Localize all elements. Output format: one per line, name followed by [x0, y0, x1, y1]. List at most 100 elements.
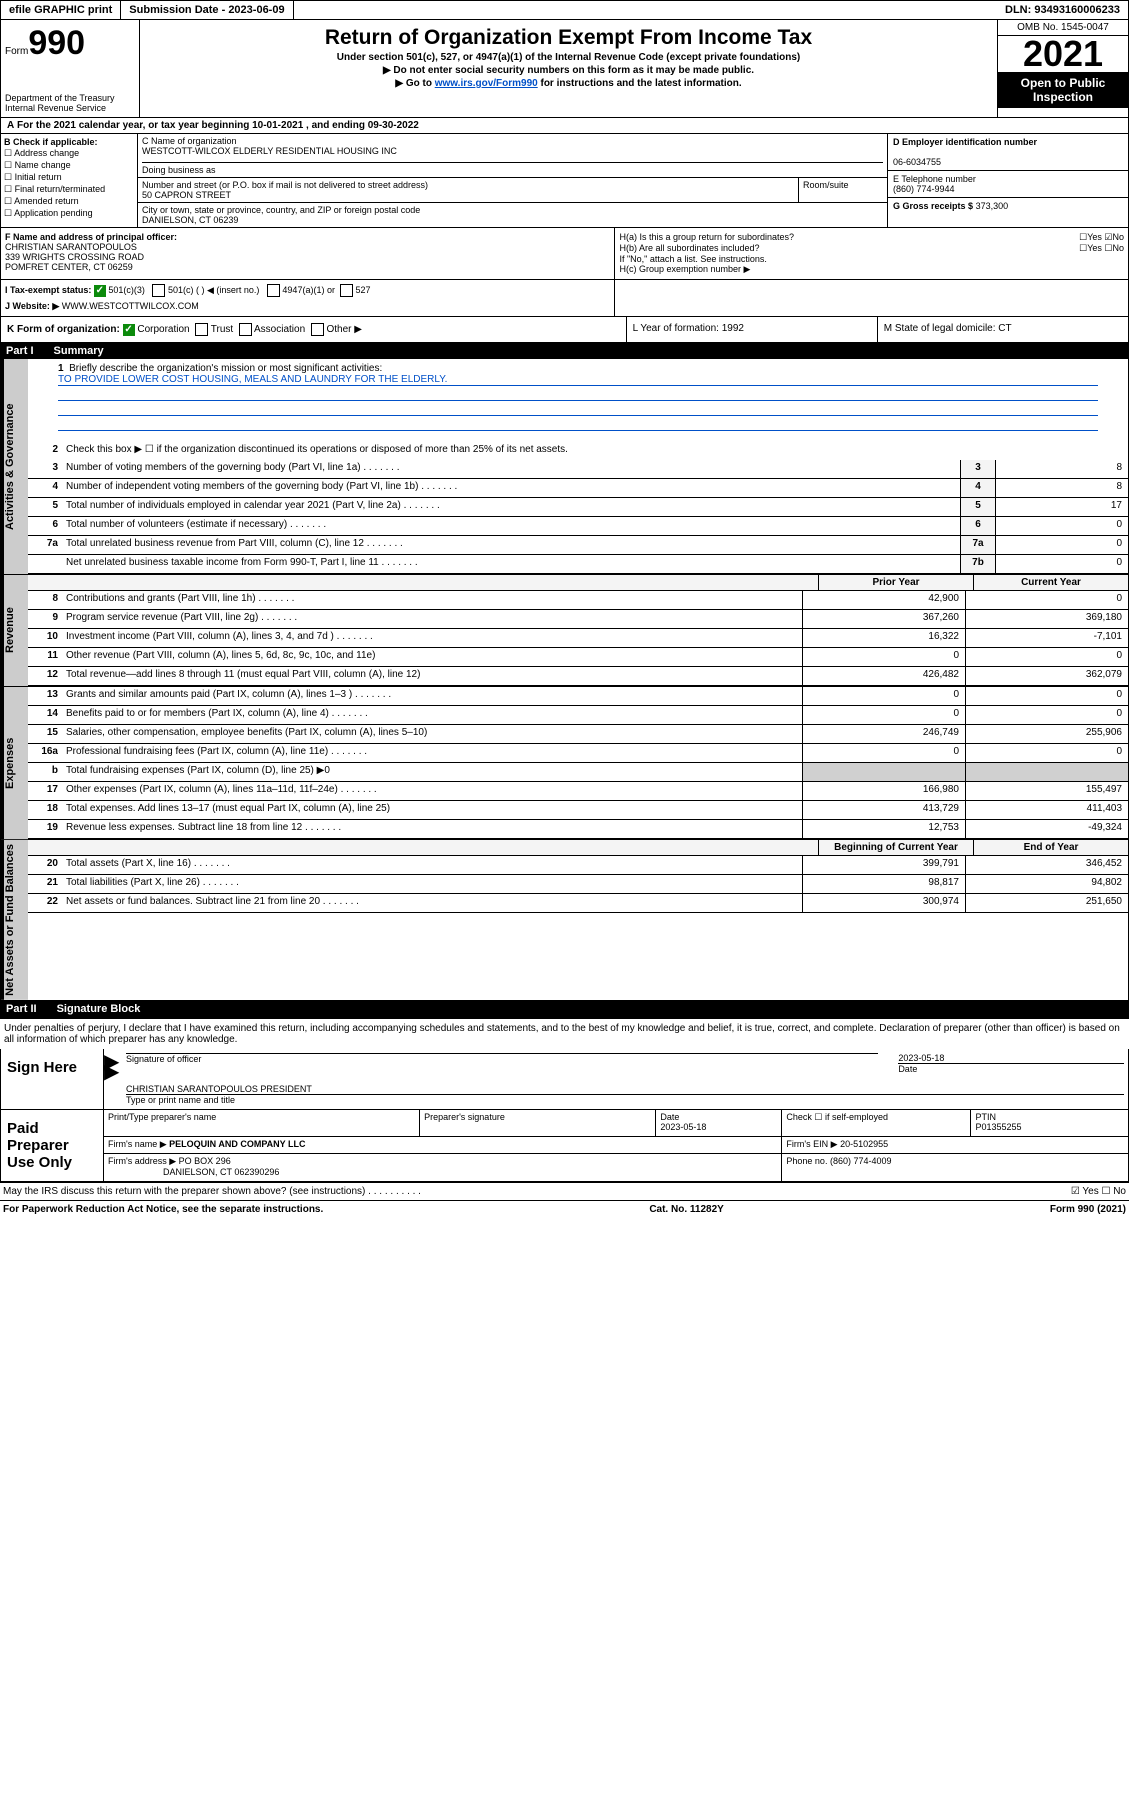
amended-return-checkbox[interactable]: ☐ Amended return [4, 196, 134, 207]
l14-current: 0 [965, 706, 1128, 724]
box-h-group: H(a) Is this a group return for subordin… [615, 228, 1128, 279]
voting-members: 8 [995, 460, 1128, 478]
ein-value: 06-6034755 [893, 157, 941, 167]
corporation-checkbox[interactable]: ✓ [123, 324, 135, 336]
revenue-section: Revenue Prior YearCurrent Year 8Contribu… [0, 575, 1129, 687]
form-subtitle-2: ▶ Do not enter social security numbers o… [144, 65, 993, 76]
l16b-prior [802, 763, 965, 781]
sign-here-label: Sign Here [1, 1049, 104, 1109]
ptin: P01355255 [975, 1122, 1021, 1132]
4947-checkbox[interactable] [267, 284, 280, 297]
dba-label: Doing business as [142, 162, 883, 175]
l13-prior: 0 [802, 687, 965, 705]
open-inspection-label: Open to Public Inspection [998, 72, 1128, 108]
l10-current: -7,101 [965, 629, 1128, 647]
l17-prior: 166,980 [802, 782, 965, 800]
501c-checkbox[interactable] [152, 284, 165, 297]
subordinates-answer: ☐Yes ☐No [1079, 243, 1124, 254]
org-street: 50 CAPRON STREET [142, 190, 231, 200]
l11-current: 0 [965, 648, 1128, 666]
treasury-label: Department of the Treasury Internal Reve… [5, 93, 135, 113]
org-form-row: K Form of organization: ✓ Corporation Tr… [0, 317, 1129, 343]
website-url: WWW.WESTCOTTWILCOX.COM [62, 301, 199, 311]
employees: 17 [995, 498, 1128, 516]
form-title: Return of Organization Exempt From Incom… [144, 26, 993, 50]
indep-members: 8 [995, 479, 1128, 497]
association-checkbox[interactable] [239, 323, 252, 336]
irs-link[interactable]: www.irs.gov/Form990 [435, 78, 538, 89]
other-checkbox[interactable] [311, 323, 324, 336]
irs-discuss-row: May the IRS discuss this return with the… [0, 1182, 1129, 1200]
self-employed-checkbox[interactable]: Check ☐ if self-employed [781, 1110, 970, 1137]
governance-section: Activities & Governance 1 Briefly descri… [0, 359, 1129, 575]
address-change-checkbox[interactable]: ☐ Address change [4, 148, 134, 159]
initial-return-checkbox[interactable]: ☐ Initial return [4, 172, 134, 183]
501c3-checkbox[interactable]: ✓ [94, 285, 106, 297]
officer-group-row: F Name and address of principal officer:… [0, 228, 1129, 280]
box-b-checkboxes: B Check if applicable: ☐ Address change … [1, 134, 138, 227]
paid-preparer-block: Paid Preparer Use Only Print/Type prepar… [0, 1110, 1129, 1182]
group-return-answer: ☐Yes ☑No [1079, 232, 1124, 243]
l10-prior: 16,322 [802, 629, 965, 647]
l15-prior: 246,749 [802, 725, 965, 743]
l16a-current: 0 [965, 744, 1128, 762]
tax-status-row: I Tax-exempt status: ✓ 501(c)(3) 501(c) … [0, 280, 1129, 317]
mission-text: TO PROVIDE LOWER COST HOUSING, MEALS AND… [58, 374, 1098, 386]
l20-eoy: 346,452 [965, 856, 1128, 874]
officer-name: CHRISTIAN SARANTOPOULOS PRESIDENT [126, 1084, 312, 1094]
tax-period: A For the 2021 calendar year, or tax yea… [0, 118, 1129, 134]
penalties-statement: Under penalties of perjury, I declare th… [0, 1017, 1129, 1049]
org-city: DANIELSON, CT 06239 [142, 215, 238, 225]
l16b-current [965, 763, 1128, 781]
l11-prior: 0 [802, 648, 965, 666]
netassets-tab: Net Assets or Fund Balances [1, 840, 28, 1000]
l19-prior: 12,753 [802, 820, 965, 838]
form-subtitle-3: ▶ Go to www.irs.gov/Form990 for instruct… [144, 78, 993, 89]
l18-current: 411,403 [965, 801, 1128, 819]
efile-print-button[interactable]: efile GRAPHIC print [1, 1, 121, 19]
box-f-officer: F Name and address of principal officer:… [1, 228, 615, 279]
l22-boy: 300,974 [802, 894, 965, 912]
revenue-tab: Revenue [1, 575, 28, 686]
application-pending-checkbox[interactable]: ☐ Application pending [4, 208, 134, 219]
dln-label: DLN: 93493160006233 [997, 1, 1128, 19]
discuss-answer: ☑ Yes ☐ No [1071, 1186, 1126, 1197]
l14-prior: 0 [802, 706, 965, 724]
firm-phone: (860) 774-4009 [830, 1156, 892, 1166]
firm-ein: 20-5102955 [840, 1139, 888, 1149]
expenses-tab: Expenses [1, 687, 28, 839]
submission-date-label: Submission Date - 2023-06-09 [121, 1, 293, 19]
tax-year: 2021 [998, 36, 1128, 72]
governance-tab: Activities & Governance [1, 359, 28, 574]
l15-current: 255,906 [965, 725, 1128, 743]
l22-eoy: 251,650 [965, 894, 1128, 912]
l12-prior: 426,482 [802, 667, 965, 685]
netassets-section: Net Assets or Fund Balances Beginning of… [0, 840, 1129, 1001]
sign-date: 2023-05-18 [898, 1053, 944, 1063]
l19-current: -49,324 [965, 820, 1128, 838]
firm-addr1: PO BOX 296 [179, 1156, 231, 1166]
year-formation: L Year of formation: 1992 [626, 317, 877, 342]
org-name: WESTCOTT-WILCOX ELDERLY RESIDENTIAL HOUS… [142, 146, 397, 156]
l17-current: 155,497 [965, 782, 1128, 800]
527-checkbox[interactable] [340, 284, 353, 297]
trust-checkbox[interactable] [195, 323, 208, 336]
l9-prior: 367,260 [802, 610, 965, 628]
entity-info: B Check if applicable: ☐ Address change … [0, 134, 1129, 228]
ubti: 0 [995, 555, 1128, 573]
prep-date: 2023-05-18 [660, 1122, 706, 1132]
l13-current: 0 [965, 687, 1128, 705]
part2-header: Part IISignature Block [0, 1001, 1129, 1017]
page-footer: For Paperwork Reduction Act Notice, see … [0, 1200, 1129, 1218]
l9-current: 369,180 [965, 610, 1128, 628]
final-return-checkbox[interactable]: ☐ Final return/terminated [4, 184, 134, 195]
preparer-label: Paid Preparer Use Only [1, 1110, 104, 1181]
form-number: Form990 [5, 24, 135, 63]
gross-receipts: 373,300 [976, 201, 1009, 211]
sign-here-block: Sign Here ▶▶ Signature of officer 2023-0… [0, 1049, 1129, 1110]
l21-boy: 98,817 [802, 875, 965, 893]
firm-addr2: DANIELSON, CT 062390296 [163, 1167, 279, 1177]
l21-eoy: 94,802 [965, 875, 1128, 893]
name-change-checkbox[interactable]: ☐ Name change [4, 160, 134, 171]
expenses-section: Expenses 13Grants and similar amounts pa… [0, 687, 1129, 840]
